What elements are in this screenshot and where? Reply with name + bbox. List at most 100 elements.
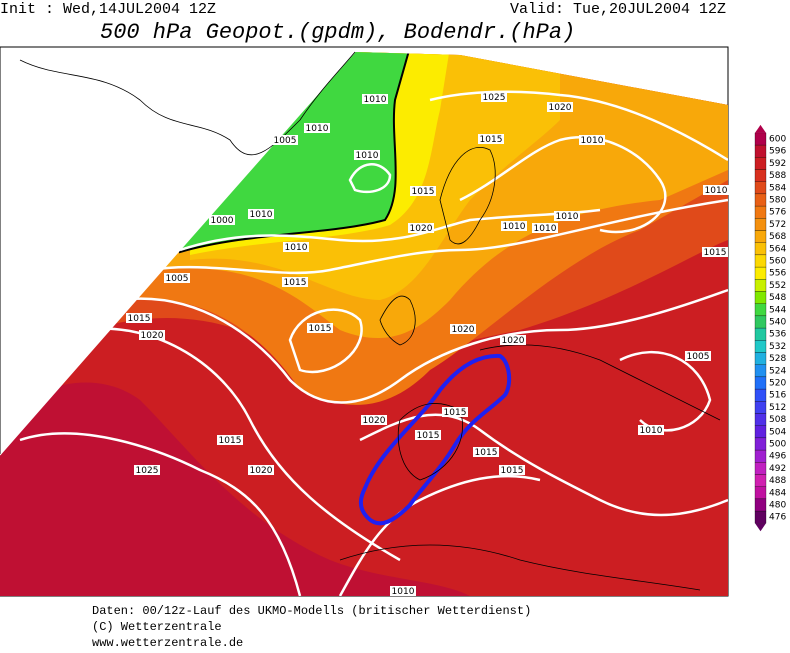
isobar-label-bg (134, 465, 160, 475)
field (0, 382, 470, 596)
isobar-label: 1025 (136, 466, 159, 476)
isobar-label-bg (248, 465, 274, 475)
isobar-label: 1010 (306, 124, 329, 134)
colorbar-swatch (754, 279, 767, 292)
colorbar-label: 568 (769, 232, 786, 242)
colorbar-label: 520 (769, 379, 786, 389)
colorbar-label: 592 (769, 159, 786, 169)
map: 1010 1010 1005 1010 1025 1020 1015 1010 1010 1015… (0, 46, 729, 597)
isobar-label-bg (209, 215, 235, 225)
isobar-label: 1020 (452, 325, 475, 335)
colorbar-label: 572 (769, 220, 786, 230)
isobar-label: 1020 (250, 466, 273, 476)
isobar-label: 1020 (141, 331, 164, 341)
colorbar-swatch (754, 169, 767, 182)
isobar-label: 1015 (412, 187, 435, 197)
isobar-label-bg (442, 407, 468, 417)
colorbar-arrow-bottom (755, 523, 766, 532)
colorbar-swatch (754, 181, 767, 195)
isobar-label: 1005 (166, 274, 189, 284)
colorbar-label: 588 (769, 171, 786, 181)
colorbar-label: 564 (769, 244, 786, 254)
colorbar-swatch (754, 315, 767, 329)
isobar-label: 1010 (581, 136, 604, 146)
colorbar-swatch (754, 510, 767, 524)
colorbar-label: 584 (769, 183, 786, 193)
colorbar-swatch (754, 437, 767, 451)
isobar-label: 1020 (549, 103, 572, 113)
colorbar-label: 488 (769, 476, 786, 486)
isobar-label-bg (450, 324, 476, 334)
colorbar-swatch (754, 291, 767, 304)
isobar-label: 1015 (501, 466, 524, 476)
colorbar-swatch (754, 230, 767, 243)
colorbar-label: 552 (769, 281, 786, 291)
colorbar-label: 508 (769, 415, 786, 425)
colorbar-swatch (754, 242, 767, 256)
map-title: 500 hPa Geopot.(gpdm), Bodendr.(hPa) (100, 20, 575, 45)
isobar-label: 1015 (704, 248, 727, 258)
colorbar-swatch (754, 462, 767, 475)
isobar-label: 1010 (556, 212, 579, 222)
isobar-label: 1015 (128, 314, 151, 324)
colorbar-label: 476 (769, 513, 786, 523)
isobar-label: 1015 (444, 408, 467, 418)
isobar-label-bg (410, 186, 436, 196)
colorbar-label: 548 (769, 293, 786, 303)
colorbar-label: 524 (769, 366, 786, 376)
colorbar-label: 532 (769, 342, 786, 352)
isobar-label-bg (532, 223, 558, 233)
colorbar-label: 580 (769, 196, 786, 206)
isobar-label-bg (408, 223, 434, 233)
colorbar-swatch (754, 425, 767, 439)
isobar-label-bg (390, 586, 416, 596)
colorbar-label: 496 (769, 452, 786, 462)
isobar-label-bg (126, 313, 152, 323)
colorbar-swatch (754, 266, 767, 280)
colorbar-swatch (754, 327, 767, 341)
colorbar-label: 536 (769, 330, 786, 340)
isobar-label-bg (354, 150, 380, 160)
isobar-label-bg (217, 435, 243, 445)
isobar-label-bg (478, 134, 504, 144)
footer-url: www.wetterzentrale.de (92, 636, 243, 648)
footer-copyright: (C) Wetterzentrale (92, 620, 222, 634)
isobar-label: 1015 (480, 135, 503, 145)
colorbar-label: 484 (769, 488, 786, 498)
isobar-label-bg (362, 94, 388, 104)
isobar-label-bg (272, 135, 298, 145)
highlight-contour (358, 353, 512, 526)
isobar-label: 1010 (392, 587, 415, 597)
isobar-label-bg (547, 102, 573, 112)
colorbar-label: 576 (769, 208, 786, 218)
colorbar-label: 528 (769, 354, 786, 364)
colorbar-swatch (754, 449, 767, 463)
colorbar-swatch (754, 254, 767, 268)
colorbar-label: 560 (769, 257, 786, 267)
colorbar-swatch (754, 132, 767, 146)
isobar-label-bg (415, 430, 441, 440)
colorbar-swatch (754, 474, 767, 487)
colorbar-swatch (754, 388, 767, 402)
init-time: Init : Wed,14JUL2004 12Z (0, 1, 216, 18)
isobar-label-bg (164, 273, 190, 283)
isobar-label-bg (501, 221, 527, 231)
isobar-label: 1015 (309, 324, 332, 334)
colorbar-swatch (754, 413, 767, 426)
colorbar-label: 492 (769, 464, 786, 474)
isobar-label-bg (307, 323, 333, 333)
isobar-label: 1010 (285, 243, 308, 253)
isobar-label-bg (283, 242, 309, 252)
colorbar-swatch (754, 218, 767, 231)
colorbar: 600 596 592 588 584 580 576 572 568 564 560 556 552 5… (754, 124, 786, 532)
colorbar-label: 596 (769, 147, 786, 157)
isobar-label-bg (473, 447, 499, 457)
isobar-label: 1015 (417, 431, 440, 441)
isobar-label: 1015 (284, 278, 307, 288)
colorbar-swatch (754, 486, 767, 500)
isobar-label-bg (282, 277, 308, 287)
isobar-label-bg (481, 92, 507, 102)
isobar-label-bg (500, 335, 526, 345)
colorbar-swatch (754, 340, 767, 353)
colorbar-label: 512 (769, 403, 786, 413)
